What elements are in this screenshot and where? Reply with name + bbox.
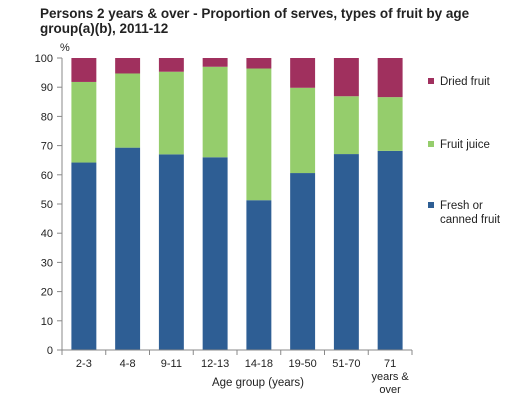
bar-segment: [290, 87, 316, 174]
bar-segment: [115, 58, 141, 74]
y-axis-ticks: 0 10 20 30 40 50 60 70 80 90 100: [35, 53, 62, 357]
bar-segment: [246, 200, 272, 350]
y-tick-label: 80: [41, 111, 53, 123]
bar-segment: [377, 150, 403, 350]
x-tick-label: 4-8: [120, 358, 136, 370]
bar-segment: [202, 58, 228, 67]
x-tick-label: 71 years & over: [371, 358, 409, 396]
chart-title: Persons 2 years & over - Proportion of s…: [40, 6, 470, 36]
y-axis-unit-label: %: [60, 42, 70, 54]
bar-segment: [71, 58, 97, 82]
y-tick-label: 20: [41, 287, 53, 299]
bar-segment: [246, 58, 272, 69]
bar-segment: [377, 97, 403, 151]
y-tick-label: 100: [35, 53, 53, 65]
x-tick-label: 12-13: [201, 358, 229, 370]
y-tick-label: 60: [41, 170, 53, 182]
bar-segment: [202, 157, 228, 350]
bar-segment: [115, 147, 141, 350]
legend-swatch: [428, 141, 434, 147]
bar-segment: [290, 58, 316, 88]
bar-segment: [290, 173, 316, 350]
bar-segment: [246, 68, 272, 201]
legend-label: Fruit juice: [440, 139, 490, 151]
y-tick-label: 70: [41, 141, 53, 153]
legend-label: Fresh or canned fruit: [440, 200, 501, 226]
bar-segment: [333, 96, 359, 155]
x-tick-label: 19-50: [289, 358, 317, 370]
x-tick-label: 14-18: [245, 358, 273, 370]
legend-swatch: [428, 202, 434, 208]
x-tick-label: 2-3: [76, 358, 92, 370]
y-tick-label: 0: [47, 345, 53, 357]
legend-swatch: [428, 78, 434, 84]
bar-segment: [377, 58, 403, 98]
bar-area: [71, 58, 403, 350]
bar-segment: [202, 66, 228, 158]
x-axis-ticks: 2-3 4-8 9-11 12-13 14-18 19-50 51-70 71 years & o…: [61, 350, 413, 396]
bar-segment: [158, 71, 184, 155]
x-axis-title: Age group (years): [212, 377, 304, 389]
bar-segment: [333, 58, 359, 97]
y-tick-label: 30: [41, 257, 53, 269]
legend-label: Dried fruit: [440, 76, 491, 88]
y-tick-label: 90: [41, 82, 53, 94]
bar-segment: [71, 162, 97, 350]
y-tick-label: 50: [41, 199, 53, 211]
bar-segment: [158, 58, 184, 72]
y-tick-label: 10: [41, 316, 53, 328]
bar-segment: [333, 154, 359, 350]
bar-segment: [115, 73, 141, 148]
bar-segment: [158, 154, 184, 350]
legend: Dried fruit Fruit juice Fresh or canned fru…: [428, 76, 501, 226]
x-tick-label: 51-70: [332, 358, 360, 370]
bar-segment: [71, 81, 97, 163]
y-tick-label: 40: [41, 228, 53, 240]
x-tick-label: 9-11: [161, 358, 182, 370]
